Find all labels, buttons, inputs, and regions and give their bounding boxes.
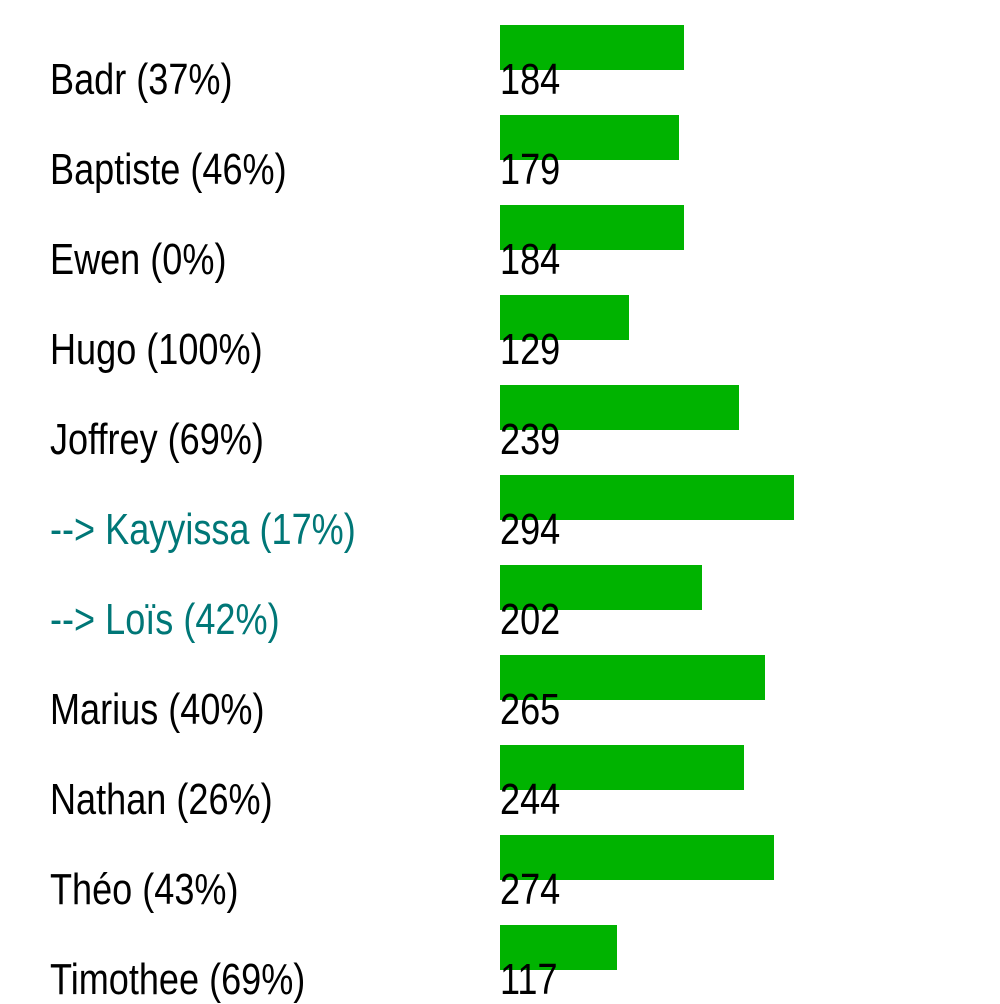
value-label: 129 [500, 325, 561, 374]
bar [500, 385, 739, 430]
category-label: Joffrey (69%) [50, 415, 264, 464]
value-label: 202 [500, 595, 561, 644]
category-label: Baptiste (46%) [50, 145, 287, 194]
value-label: 239 [500, 415, 561, 464]
bar [500, 115, 679, 160]
category-label: Ewen (0%) [50, 235, 227, 284]
category-label: Nathan (26%) [50, 775, 273, 824]
bar [500, 655, 765, 700]
category-label: Badr (37%) [50, 55, 233, 104]
bar [500, 25, 684, 70]
bar [500, 565, 702, 610]
value-label: 184 [500, 235, 561, 284]
value-label: 117 [500, 955, 558, 1004]
value-label: 274 [500, 865, 561, 914]
category-label: Hugo (100%) [50, 325, 263, 374]
bar [500, 295, 629, 340]
category-label: Marius (40%) [50, 685, 265, 734]
category-label: Timothee (69%) [50, 955, 306, 1004]
category-label: --> Loïs (42%) [50, 595, 280, 644]
value-label: 179 [500, 145, 561, 194]
bar [500, 475, 794, 520]
bar [500, 745, 744, 790]
bar [500, 205, 684, 250]
value-label: 184 [500, 55, 561, 104]
bar [500, 835, 774, 880]
category-label: --> Kayyissa (17%) [50, 505, 356, 554]
value-label: 244 [500, 775, 561, 824]
category-label: Théo (43%) [50, 865, 239, 914]
value-label: 265 [500, 685, 561, 734]
bar [500, 925, 617, 970]
value-label: 294 [500, 505, 561, 554]
